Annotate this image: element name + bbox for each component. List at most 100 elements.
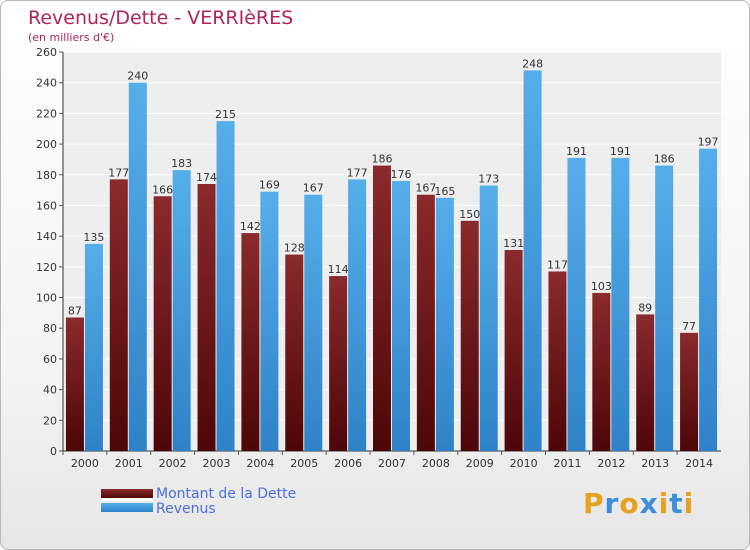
bar-dette bbox=[65, 317, 84, 451]
y-tick-label: 220 bbox=[36, 107, 57, 120]
data-label: 176 bbox=[391, 168, 412, 181]
x-tick-label: 2005 bbox=[290, 457, 318, 470]
data-label: 186 bbox=[654, 153, 675, 166]
x-tick-label: 2006 bbox=[334, 457, 362, 470]
bar-dette bbox=[504, 249, 523, 451]
bar-revenus bbox=[392, 180, 410, 451]
data-label: 191 bbox=[610, 145, 631, 158]
y-tick-label: 160 bbox=[36, 199, 57, 212]
logo-letter: i bbox=[658, 487, 670, 520]
logo-letter: t bbox=[669, 487, 684, 520]
bar-revenus bbox=[435, 197, 454, 451]
bar-revenus bbox=[260, 191, 279, 451]
x-tick-label: 2012 bbox=[597, 457, 625, 470]
x-tick-label: 2007 bbox=[378, 457, 406, 470]
y-tick-label: 180 bbox=[36, 169, 57, 182]
bar-revenus bbox=[699, 148, 718, 451]
logo-letter: P bbox=[583, 487, 605, 520]
logo-letter: x bbox=[639, 487, 659, 520]
y-tick-label: 0 bbox=[50, 445, 57, 458]
bar-revenus bbox=[523, 70, 542, 452]
data-label: 167 bbox=[303, 182, 324, 195]
y-tick-label: 80 bbox=[43, 322, 57, 335]
bar-dette bbox=[285, 254, 304, 451]
data-label: 183 bbox=[171, 157, 192, 170]
data-label: 174 bbox=[196, 171, 217, 184]
y-tick-label: 40 bbox=[43, 384, 57, 397]
legend-swatch-separator bbox=[101, 498, 153, 501]
x-tick-label: 2000 bbox=[71, 457, 99, 470]
data-label: 87 bbox=[68, 304, 82, 317]
bar-dette bbox=[416, 194, 435, 451]
data-label: 128 bbox=[284, 242, 305, 255]
logo-letter: i bbox=[683, 487, 695, 520]
y-tick-label: 200 bbox=[36, 138, 57, 151]
bar-revenus bbox=[84, 243, 103, 451]
data-label: 131 bbox=[503, 237, 524, 250]
x-tick-label: 2010 bbox=[510, 457, 538, 470]
data-label: 117 bbox=[547, 258, 568, 271]
y-tick-label: 120 bbox=[36, 261, 57, 274]
data-label: 165 bbox=[434, 185, 455, 198]
bar-dette bbox=[592, 292, 611, 451]
data-label: 142 bbox=[240, 220, 261, 233]
bar-revenus bbox=[567, 157, 586, 451]
data-label: 186 bbox=[372, 153, 393, 166]
legend-label-dette: Montant de la Dette bbox=[156, 486, 297, 502]
x-tick-label: 2001 bbox=[115, 457, 143, 470]
data-label: 166 bbox=[152, 183, 173, 196]
bar-dette bbox=[109, 179, 128, 451]
data-label: 177 bbox=[108, 166, 129, 179]
data-label: 240 bbox=[127, 70, 148, 83]
data-label: 135 bbox=[83, 231, 104, 244]
data-label: 197 bbox=[698, 136, 719, 149]
y-tick-label: 20 bbox=[43, 414, 57, 427]
y-tick-label: 140 bbox=[36, 230, 57, 243]
y-tick-label: 100 bbox=[36, 292, 57, 305]
bar-dette bbox=[373, 165, 391, 452]
bar-revenus bbox=[216, 121, 235, 452]
bar-dette bbox=[153, 196, 172, 451]
legend-swatch-revenus bbox=[101, 503, 153, 512]
bar-dette bbox=[241, 233, 260, 451]
data-label: 77 bbox=[682, 320, 696, 333]
bar-dette bbox=[548, 271, 567, 451]
bar-dette bbox=[680, 332, 699, 451]
bar-revenus bbox=[348, 179, 367, 451]
legend-label-revenus: Revenus bbox=[156, 501, 216, 517]
logo-letter: o bbox=[619, 487, 640, 520]
chart-title: Revenus/Dette - VERRIèRES bbox=[28, 7, 294, 29]
bar-dette bbox=[636, 314, 655, 451]
data-label: 173 bbox=[478, 173, 499, 186]
x-tick-label: 2009 bbox=[466, 457, 494, 470]
data-label: 114 bbox=[328, 263, 349, 276]
x-tick-label: 2014 bbox=[685, 457, 713, 470]
x-tick-label: 2003 bbox=[203, 457, 231, 470]
data-label: 248 bbox=[522, 57, 543, 70]
bar-revenus bbox=[304, 194, 323, 451]
data-label: 89 bbox=[638, 301, 652, 314]
x-tick-label: 2011 bbox=[553, 457, 581, 470]
data-label: 191 bbox=[566, 145, 587, 158]
data-label: 169 bbox=[259, 179, 280, 192]
legend-swatch-dette bbox=[101, 489, 153, 498]
y-tick-label: 240 bbox=[36, 77, 57, 90]
bar-revenus bbox=[479, 185, 498, 451]
chart-subtitle: (en milliers d'€) bbox=[28, 31, 115, 44]
data-label: 167 bbox=[415, 182, 436, 195]
bar-revenus bbox=[128, 82, 147, 451]
bar-dette bbox=[329, 276, 348, 451]
y-tick-label: 260 bbox=[36, 46, 57, 59]
data-label: 177 bbox=[347, 166, 368, 179]
data-label: 103 bbox=[591, 280, 612, 293]
x-tick-label: 2008 bbox=[422, 457, 450, 470]
data-label: 150 bbox=[459, 208, 480, 221]
logo-letter: r bbox=[604, 487, 620, 520]
bar-revenus bbox=[611, 157, 630, 451]
data-label: 215 bbox=[215, 108, 236, 121]
x-tick-label: 2002 bbox=[159, 457, 187, 470]
bar-dette bbox=[197, 183, 216, 451]
bar-revenus bbox=[172, 170, 191, 451]
